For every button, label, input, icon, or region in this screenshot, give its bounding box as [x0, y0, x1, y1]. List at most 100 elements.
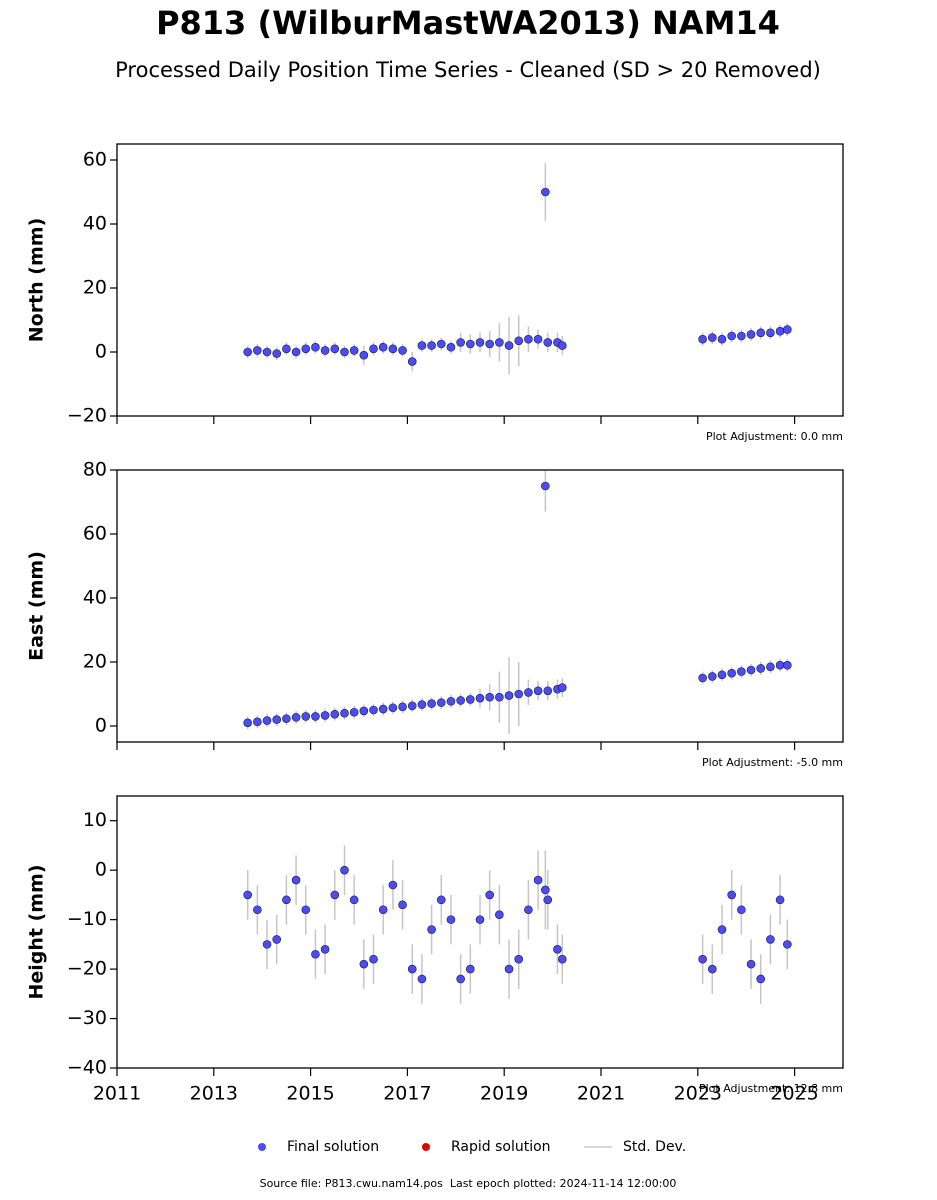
data-point — [708, 964, 717, 974]
data-point — [378, 342, 388, 352]
y-tick-label: −10 — [67, 908, 107, 930]
title: P813 (WilburMastWA2013) NAM14 — [156, 4, 780, 42]
x-tick-label: 2023 — [674, 1083, 722, 1105]
x-tick-label: 2019 — [480, 1083, 528, 1105]
data-point — [436, 339, 446, 349]
data-point — [495, 910, 504, 919]
data-point — [369, 705, 378, 715]
data-point — [737, 667, 746, 676]
y-axis-label: North (mm) — [26, 218, 48, 343]
y-tick-label: −20 — [67, 958, 107, 980]
y-tick-label: 60 — [83, 149, 107, 171]
data-point — [737, 331, 746, 341]
subtitle: Processed Daily Position Time Series - C… — [115, 58, 821, 82]
x-tick-label: 2025 — [770, 1083, 818, 1105]
data-point — [746, 959, 756, 969]
plot-adjustment: Plot Adjustment: 0.0 mm — [706, 430, 843, 443]
data-point — [766, 328, 775, 338]
data-point — [320, 945, 330, 954]
y-tick-label: 0 — [95, 859, 107, 881]
data-point — [775, 660, 785, 670]
y-tick-label: 20 — [83, 651, 107, 673]
data-point — [783, 940, 792, 949]
data-point — [783, 660, 792, 670]
data-point — [320, 711, 330, 720]
data-point — [514, 954, 524, 964]
data-point — [775, 895, 785, 905]
x-tick-label: 2011 — [93, 1083, 141, 1105]
source-note: Source file: P813.cwu.nam14.pos Last epo… — [260, 1177, 677, 1190]
data-point — [514, 689, 524, 699]
data-point — [349, 707, 359, 717]
data-point — [456, 696, 465, 705]
panel: −40 −30 −20 −10 0 10 2011 2013 2015 2017 2019 2021 2… — [26, 795, 844, 1105]
data-point — [349, 346, 359, 355]
data-point — [766, 662, 775, 672]
data-point — [504, 691, 514, 700]
data-point — [756, 664, 766, 673]
data-point — [524, 688, 533, 697]
data-point — [330, 344, 340, 354]
data-point — [543, 686, 553, 696]
data-point — [398, 702, 407, 712]
y-tick-label: 60 — [83, 523, 107, 545]
data-point — [340, 865, 349, 875]
data-point — [253, 346, 262, 355]
data-point — [388, 880, 398, 890]
data-point — [262, 940, 272, 949]
legend-marker — [422, 1143, 430, 1151]
data-point — [557, 954, 567, 964]
data-point — [253, 717, 262, 727]
data-point — [301, 905, 311, 915]
plot-adjustment: Plot Adjustment: 12.8 mm — [699, 1082, 843, 1095]
plot-frame — [116, 469, 844, 743]
data-point — [243, 718, 252, 728]
data-point — [783, 325, 792, 334]
panel: 0 20 40 60 80 East (mm) Plot Adjustment: -5.0 … — [26, 459, 844, 769]
y-tick-label: −30 — [67, 1007, 107, 1029]
data-point — [427, 341, 436, 350]
y-tick-label: 40 — [83, 587, 107, 609]
data-point — [514, 336, 524, 346]
data-point — [378, 905, 388, 915]
data-point — [262, 347, 272, 357]
data-point — [282, 895, 291, 905]
data-point — [543, 895, 553, 905]
data-point — [557, 341, 567, 350]
data-point — [291, 347, 301, 357]
plot-frame — [116, 143, 844, 417]
data-point — [533, 875, 543, 885]
data-point — [466, 339, 475, 349]
legend-marker — [258, 1143, 266, 1151]
points — [243, 163, 792, 375]
data-point — [291, 875, 301, 885]
points — [243, 470, 792, 734]
data-point — [756, 328, 766, 338]
data-point — [427, 699, 436, 708]
data-point — [436, 698, 446, 707]
data-point — [398, 346, 407, 355]
y-tick-label: 0 — [95, 341, 107, 363]
data-point — [456, 974, 465, 984]
data-point — [311, 949, 320, 959]
data-point — [485, 692, 494, 702]
data-point — [359, 959, 369, 969]
data-point — [407, 964, 417, 974]
data-point — [466, 695, 475, 704]
data-point — [504, 341, 514, 350]
data-point — [340, 347, 349, 357]
data-point — [698, 954, 707, 964]
data-point — [282, 344, 291, 354]
data-point — [475, 338, 485, 347]
data-point — [553, 945, 562, 954]
data-point — [253, 905, 262, 915]
y-tick-label: 10 — [83, 809, 107, 831]
data-point — [717, 925, 727, 934]
data-point — [369, 344, 378, 354]
y-axis-label: East (mm) — [26, 551, 48, 661]
data-point — [717, 334, 727, 344]
data-point — [708, 333, 717, 342]
y-axis-label: Height (mm) — [26, 864, 48, 999]
data-point — [349, 895, 359, 905]
data-point — [495, 692, 504, 702]
